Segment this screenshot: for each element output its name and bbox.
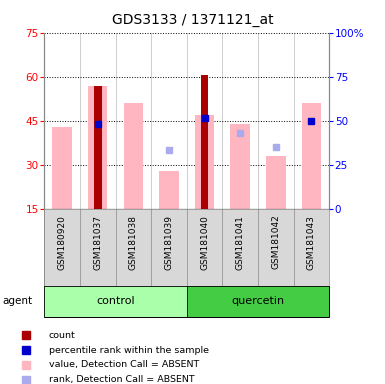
Bar (88, 86, 107, 209)
Text: GSM181037: GSM181037 (93, 215, 102, 270)
Text: GSM181041: GSM181041 (236, 215, 244, 270)
Bar (94, 86, 102, 209)
Text: percentile rank within the sample: percentile rank within the sample (49, 346, 209, 354)
Text: GSM181039: GSM181039 (164, 215, 173, 270)
Bar (266, 156, 286, 209)
Text: GSM180920: GSM180920 (58, 215, 67, 270)
Text: GSM181042: GSM181042 (271, 215, 280, 270)
Bar (159, 171, 179, 209)
Text: agent: agent (2, 296, 32, 306)
Text: GDS3133 / 1371121_at: GDS3133 / 1371121_at (112, 13, 273, 27)
Text: rank, Detection Call = ABSENT: rank, Detection Call = ABSENT (49, 375, 194, 384)
Text: value, Detection Call = ABSENT: value, Detection Call = ABSENT (49, 361, 199, 369)
Text: GSM181040: GSM181040 (200, 215, 209, 270)
Bar (124, 103, 143, 209)
Text: control: control (96, 296, 135, 306)
Bar (52, 127, 72, 209)
Bar (301, 103, 321, 209)
Bar (187, 286, 329, 317)
Bar (201, 75, 208, 209)
Bar (44, 286, 187, 317)
Bar (230, 124, 250, 209)
Text: quercetin: quercetin (231, 296, 285, 306)
Text: count: count (49, 331, 75, 340)
Text: GSM181038: GSM181038 (129, 215, 138, 270)
Bar (195, 115, 214, 209)
Text: GSM181043: GSM181043 (307, 215, 316, 270)
